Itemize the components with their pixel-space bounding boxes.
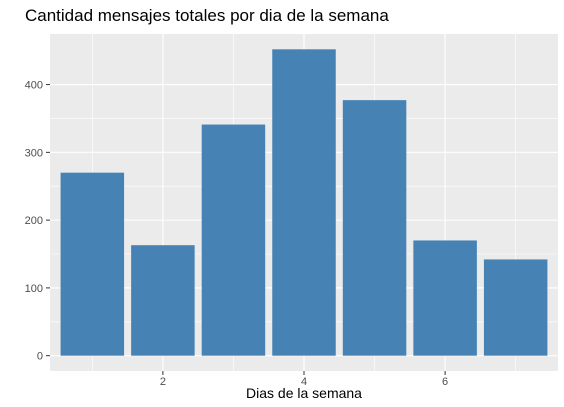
y-tick-label: 300 [25,147,43,159]
x-tick-label: 2 [160,376,166,388]
y-tick-label: 200 [25,215,43,227]
bar [413,240,477,355]
bar [484,259,547,355]
x-axis-title: Dias de la semana [246,385,362,401]
y-tick-label: 0 [37,351,43,363]
bar [272,49,336,355]
x-tick-label: 6 [442,376,448,388]
bar [202,125,266,356]
bar [343,100,407,356]
bar [131,245,195,355]
y-tick-label: 400 [25,80,43,92]
bar [61,173,124,356]
y-tick-label: 100 [25,283,43,295]
